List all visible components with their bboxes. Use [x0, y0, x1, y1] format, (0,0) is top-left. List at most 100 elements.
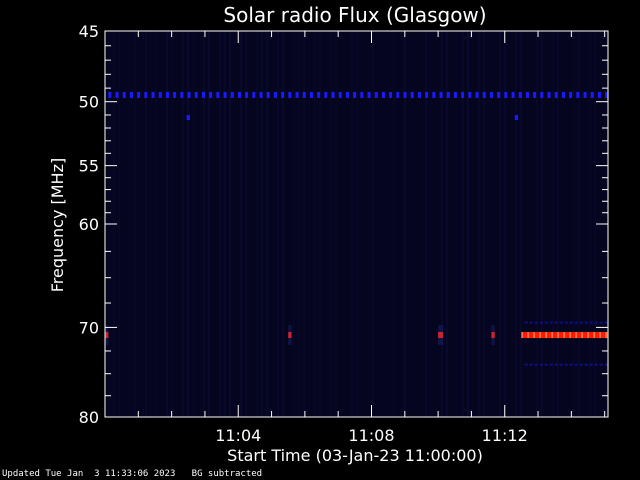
interference-dash — [309, 91, 313, 98]
faint-band-dash — [594, 363, 598, 366]
interference-dash — [569, 332, 571, 339]
interference-dash — [599, 332, 601, 339]
noise-streak — [409, 31, 411, 417]
interference-dash — [482, 91, 486, 98]
interference-dash — [180, 91, 184, 98]
x-axis: 11:04 11:08 11:12 — [137, 31, 606, 445]
faint-band-dash — [524, 363, 528, 366]
x-tick-label: 11:04 — [215, 426, 261, 445]
interference-dash — [439, 91, 443, 98]
y-tick-label: 50 — [79, 93, 99, 112]
burst-glow — [438, 325, 444, 346]
faint-band-dash — [579, 363, 583, 366]
noise-streak — [208, 31, 210, 417]
faint-band-dash — [579, 321, 583, 324]
noise-streak — [129, 31, 131, 417]
interference-dash — [338, 91, 342, 98]
noise-streak — [293, 31, 295, 417]
faint-band-dash — [544, 363, 548, 366]
noise-streak — [372, 31, 374, 417]
faint-band-dash — [599, 321, 603, 324]
noise-streak — [483, 31, 485, 417]
plot-area — [104, 30, 609, 418]
faint-band-dash — [534, 321, 538, 324]
noise-streak — [182, 31, 184, 417]
faint-band-dash — [594, 321, 598, 324]
noise-streak — [467, 31, 469, 417]
faint-band-dash — [539, 321, 543, 324]
y-tick-label: 80 — [79, 408, 99, 427]
interference-dash — [590, 91, 594, 98]
interference-dash — [201, 91, 205, 98]
interference-dash — [173, 91, 177, 98]
faint-band-dash — [554, 363, 558, 366]
faint-band-dash — [564, 321, 568, 324]
interference-dash — [266, 91, 270, 98]
noise-streak — [282, 31, 284, 417]
interference-dash — [554, 91, 558, 98]
faint-band-dash — [574, 321, 578, 324]
interference-dash — [551, 332, 553, 339]
interference-dash — [575, 332, 577, 339]
noise-streak — [224, 31, 226, 417]
interference-dash — [497, 91, 501, 98]
noise-streak — [578, 31, 580, 417]
noise-streak — [541, 31, 543, 417]
noise-streak — [203, 31, 205, 417]
interference-dash — [223, 91, 227, 98]
interference-dash — [345, 91, 349, 98]
interference-dash — [511, 91, 515, 98]
interference-dash — [446, 91, 450, 98]
x-tick-label: 11:12 — [482, 426, 528, 445]
burst-glow — [105, 325, 109, 346]
noise-streak — [245, 31, 247, 417]
interference-dash — [521, 332, 523, 339]
faint-band-dash — [554, 321, 558, 324]
red-burst — [288, 332, 292, 339]
interference-dash — [525, 91, 529, 98]
interference-dash — [122, 91, 126, 98]
interference-dash — [539, 332, 541, 339]
noise-streak — [499, 31, 501, 417]
interference-dash — [468, 91, 472, 98]
interference-dash — [281, 91, 285, 98]
faint-band-dash — [604, 321, 608, 324]
faint-band-dash — [564, 363, 568, 366]
noise-streak — [145, 31, 147, 417]
noise-streak — [303, 31, 305, 417]
noise-streak — [404, 31, 406, 417]
y-tick-label: 45 — [79, 22, 99, 41]
interference-dash — [432, 91, 436, 98]
interference-dash — [374, 91, 378, 98]
noise-streak — [134, 31, 136, 417]
faint-band-dash — [589, 321, 593, 324]
interference-dash — [593, 332, 595, 339]
interference-dash — [461, 91, 465, 98]
faint-band-dash — [589, 363, 593, 366]
interference-dash — [540, 91, 544, 98]
interference-dash — [252, 91, 256, 98]
noise-streak — [171, 31, 173, 417]
interference-dash — [237, 91, 241, 98]
interference-dash — [557, 332, 559, 339]
noise-streak — [504, 31, 506, 417]
faint-band-dash — [574, 363, 578, 366]
blue-spot — [186, 115, 190, 121]
noise-streak — [298, 31, 300, 417]
interference-dash — [317, 91, 321, 98]
interference-dash — [569, 91, 573, 98]
red-burst — [105, 332, 109, 339]
noise-streak — [219, 31, 221, 417]
noise-streak — [166, 31, 168, 417]
interference-dash — [527, 332, 529, 339]
faint-band-dash — [539, 363, 543, 366]
x-tick-label: 11:08 — [348, 426, 394, 445]
interference-dash — [533, 332, 535, 339]
noise-streak — [425, 31, 427, 417]
interference-dash — [417, 91, 421, 98]
noise-streak — [557, 31, 559, 417]
interference-dash — [605, 91, 609, 98]
interference-dash — [545, 332, 547, 339]
faint-band-dash — [559, 363, 563, 366]
